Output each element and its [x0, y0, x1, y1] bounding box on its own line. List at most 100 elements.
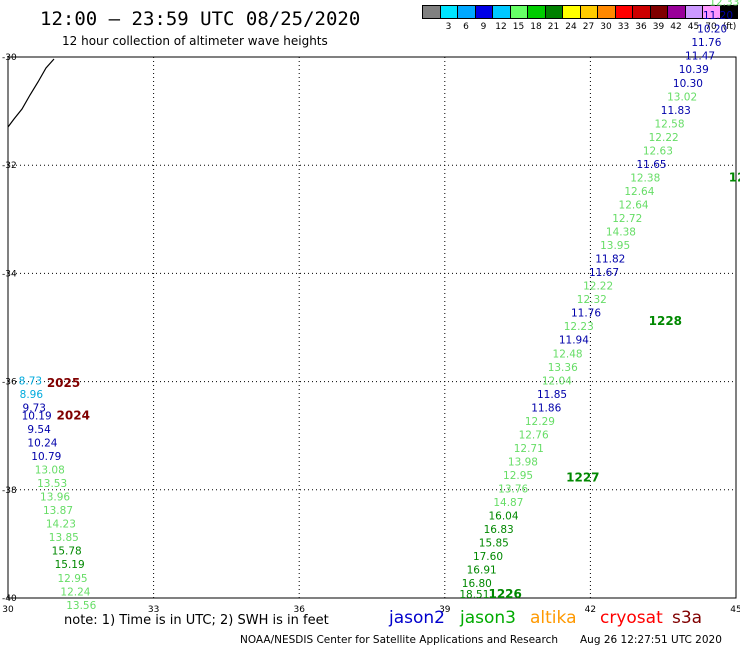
swh-value: 13.08 — [35, 465, 65, 477]
colorbar-label: 30 — [600, 22, 612, 32]
swh-value: 12.24 — [60, 586, 90, 598]
credit-text: NOAA/NESDIS Center for Satellite Applica… — [240, 634, 558, 646]
colorbar-unit: (ft) — [722, 22, 737, 32]
swh-value: 10.79 — [31, 451, 61, 463]
swh-value: 11.67 — [589, 267, 619, 279]
satellite-legend-item: s3a — [672, 608, 703, 628]
swh-value: 13.87 — [43, 505, 73, 517]
swh-value: 15.78 — [52, 546, 82, 558]
latitude-tick-label: -38 — [2, 486, 17, 496]
swh-value: 12.29 — [525, 416, 555, 428]
swh-value: 12.64 — [624, 186, 654, 198]
swh-value: 12.23 — [564, 321, 594, 333]
swh-value: 15.19 — [55, 559, 85, 571]
swh-value: 12.22 — [649, 132, 679, 144]
latitude-tick-label: -36 — [2, 378, 17, 388]
map-title: 12:00 – 23:59 UTC 08/25/2020 — [40, 8, 361, 30]
swh-value: 8.96 — [20, 389, 44, 401]
swh-value: 11.83 — [661, 105, 691, 117]
pass-time-label: 1228 — [649, 314, 682, 328]
longitude-tick-label: 36 — [293, 605, 305, 615]
swh-value: 16.80 — [462, 578, 492, 590]
swh-value: 12.38 — [630, 172, 660, 184]
longitude-tick-label: 33 — [148, 605, 159, 615]
swh-value: 12.95 — [503, 470, 533, 482]
swh-value: 13.36 — [548, 362, 578, 374]
swh-value: 12.64 — [619, 199, 649, 211]
swh-value: 12.33 — [709, 0, 739, 9]
colorbar-label: 70 — [705, 22, 717, 32]
colorbar-label: 15 — [512, 22, 525, 32]
swh-value: 10.39 — [679, 64, 709, 76]
swh-value: 11.85 — [537, 389, 567, 401]
colorbar-label: 18 — [530, 22, 542, 32]
satellite-legend-item: jason2 — [389, 608, 445, 628]
colorbar-swatch — [719, 5, 738, 19]
colorbar-label: 39 — [652, 22, 665, 32]
swh-value: 12.58 — [654, 118, 684, 130]
generated-timestamp: Aug 26 12:27:51 UTC 2020 — [580, 634, 722, 646]
coastline — [7, 58, 55, 128]
pass-time-label: 1227 — [566, 471, 599, 485]
swh-value: 11.76 — [571, 308, 601, 320]
swh-value: 14.87 — [493, 497, 523, 509]
longitude-tick-label: 39 — [439, 605, 451, 615]
swh-value: 12.71 — [514, 443, 544, 455]
colorbar-label: 27 — [582, 22, 595, 32]
swh-value: 12.22 — [583, 281, 613, 293]
swh-value: 11.47 — [685, 51, 715, 63]
swh-value: 12.04 — [542, 375, 572, 387]
map-frame — [7, 56, 737, 599]
swh-value: 16.83 — [484, 524, 514, 536]
colorbar-label: 45 — [687, 22, 700, 32]
swh-value: 18.51 — [459, 589, 489, 601]
swh-value: 13.02 — [667, 91, 697, 103]
swh-value: 11.65 — [637, 159, 667, 171]
swh-value: 17.60 — [473, 551, 503, 563]
pass-time-label: 12 — [729, 170, 740, 184]
latitude-tick-label: -32 — [2, 161, 17, 171]
satellite-legend-item: altika — [530, 608, 577, 628]
swh-value: 16.91 — [467, 565, 497, 577]
swh-value: 13.96 — [40, 492, 70, 504]
swh-value: 15.85 — [479, 538, 509, 550]
swh-value: 11.76 — [691, 37, 721, 49]
map-subtitle: 12 hour collection of altimeter wave hei… — [62, 34, 328, 48]
colorbar-label: 33 — [617, 22, 630, 32]
swh-value: 9.54 — [27, 424, 51, 436]
colorbar-label: 42 — [670, 22, 682, 32]
colorbar-label: 36 — [635, 22, 647, 32]
colorbar-label: 9 — [480, 22, 487, 32]
swh-value: 8.73 — [19, 375, 42, 387]
longitude-tick-label: 30 — [2, 605, 14, 615]
swh-value: 11.82 — [595, 254, 625, 266]
swh-value: 12.48 — [553, 348, 583, 360]
pass-time-label: 2024 — [57, 408, 90, 422]
colorbar-label: 6 — [463, 22, 469, 32]
swh-value: 11.20 — [703, 10, 733, 22]
swh-value: 13.76 — [498, 484, 528, 496]
colorbar-label: 3 — [445, 22, 452, 32]
longitude-tick-label: 45 — [730, 605, 740, 615]
longitude-tick-label: 42 — [585, 605, 596, 615]
swh-value: 12.32 — [577, 294, 607, 306]
latitude-tick-label: -34 — [2, 269, 17, 279]
swh-value: 11.94 — [559, 335, 589, 347]
colorbar-label: 24 — [565, 22, 577, 32]
swh-value: 16.04 — [488, 511, 518, 523]
latitude-tick-label: -30 — [2, 53, 17, 63]
swh-value: 12.76 — [519, 429, 549, 441]
swh-value: 12.95 — [58, 573, 88, 585]
swh-value: 13.85 — [49, 532, 79, 544]
colorbar-label: 12 — [495, 22, 507, 32]
swh-value: 10.24 — [27, 438, 57, 450]
satellite-legend-item: jason3 — [460, 608, 516, 628]
swh-value: 12.63 — [643, 145, 673, 157]
colorbar-label: 21 — [547, 22, 560, 32]
swh-value: 13.53 — [37, 478, 67, 490]
swh-value: 12.72 — [612, 213, 642, 225]
swh-value: 14.38 — [606, 227, 636, 239]
swh-value: 13.98 — [508, 456, 538, 468]
pass-time-label: 2025 — [47, 376, 80, 390]
